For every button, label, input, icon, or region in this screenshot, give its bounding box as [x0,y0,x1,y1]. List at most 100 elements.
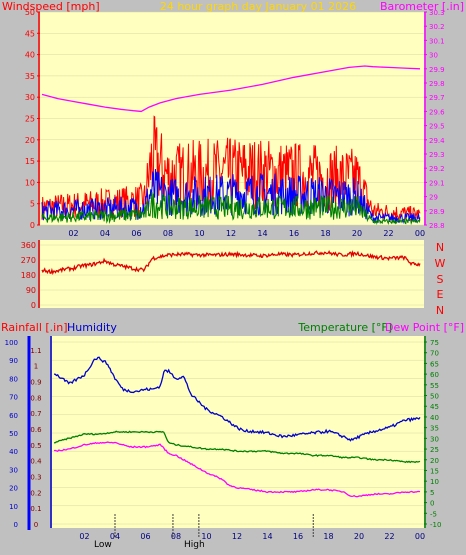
rain-tick-label: 0.4 [30,458,42,466]
temp-time-tick-label: 04 [110,532,120,541]
temp-time-tick-label: 08 [171,532,181,541]
barometer-line [41,65,421,113]
wind-time-tick-label: 14 [257,229,267,238]
temp-time-tick-label: 12 [232,532,242,541]
rain-tick-label: 0.3 [30,474,41,482]
temp-tick-label: 10 [430,478,439,486]
temp-tick-label: 5 [430,489,434,497]
temperature-line [53,430,421,464]
wind-tick-label: 40 [25,51,35,60]
wind-axis-title: Windspeed [mph] [2,0,100,13]
wind-time-tick-label: 16 [289,229,299,238]
temp-tick-label: 55 [430,382,439,390]
temp-tick-label: -10 [430,521,441,529]
temp-time-tick-label: 00 [415,532,425,541]
direction-plot-area [40,240,424,308]
temp-tick-label: 20 [430,457,439,465]
barometer-tick-label: 30.2 [429,23,445,31]
wind-low-line [41,191,421,226]
humidity-tick-label: 80 [9,375,18,383]
compass-n-top: N [436,241,444,254]
humidity-tick-label: 90 [9,357,18,365]
temp-time-tick-label: 10 [201,532,211,541]
dewpoint-line [53,441,421,498]
wind-tick-label: 0 [30,221,35,230]
temp-tick-label: 25 [430,446,439,454]
temp-time-tick-label: 22 [384,532,394,541]
compass-e: E [437,288,444,301]
compass-w: W [435,257,446,270]
temp-time-tick-label: 20 [354,532,364,541]
high-marker-label: High [184,540,205,550]
temp-time-tick-label: 02 [79,532,89,541]
wind-tick-label: 20 [25,136,35,145]
barometer-tick-label: 29.9 [429,66,445,74]
barometer-tick-label: 29.5 [429,123,445,131]
wind-time-tick-label: 12 [226,229,236,238]
humidity-tick-label: 30 [9,466,18,474]
barometer-tick-label: 28.8 [429,222,445,230]
compass-s: S [437,273,444,286]
rain-tick-label: 0.2 [30,489,41,497]
rainfall-axis-title: Rainfall [.in] [1,321,68,334]
temp-tick-label: 75 [430,339,439,347]
barometer-axis-title: Barometer [.in] [380,0,464,13]
temp-humidity-series [53,356,421,498]
rain-tick-label: 0.7 [30,410,41,418]
temp-tick-label: 65 [430,360,439,368]
wind-tick-label: 15 [25,157,35,166]
temp-tick-label: 15 [430,467,439,475]
barometer-tick-label: 30.3 [429,9,445,17]
temp-time-tick-label: 16 [293,532,303,541]
temperature-axis-title: Temperature [°F] [297,321,392,334]
wind-time-tick-label: 08 [163,229,173,238]
temp-time-markers [114,514,314,538]
temp-tick-label: 40 [430,414,439,422]
temp-tick-label: 35 [430,425,439,433]
wind-time-ticks: 02 04 06 08 10 12 14 16 18 20 22 00 [68,229,425,238]
wind-time-tick-label: 10 [194,229,204,238]
humidity-line [53,356,421,442]
barometer-tick-label: 29.2 [429,165,445,173]
direction-tick-label: 270 [21,256,36,265]
rain-tick-label: 1 [34,363,38,371]
wind-time-tick-label: 22 [383,229,393,238]
humidity-tick-label: 0 [14,521,18,529]
wind-tick-label: 50 [25,8,35,17]
humidity-tick-label: 60 [9,412,18,420]
wind-tick-label: 45 [25,29,35,38]
rain-axis-ticks: 0 0.1 0.2 0.3 0.4 0.5 0.6 0.7 0.8 0.9 1 1.1 [27,336,42,530]
compass-n-bottom: N [436,304,444,317]
wind-tick-label: 25 [25,115,35,124]
humidity-tick-label: 100 [5,339,18,347]
humidity-tick-label: 40 [9,448,18,456]
rain-tick-label: 1.1 [30,347,41,355]
wind-direction-line [41,249,421,276]
dewpoint-axis-title: Dew Point [°F] [385,321,464,334]
rain-tick-label: 0.8 [30,394,41,402]
temp-tick-label: 0 [430,500,434,508]
direction-axis-ticks: 0 90 180 270 360 [21,240,40,310]
humidity-tick-label: 70 [9,394,18,402]
barometer-tick-label: 29.3 [429,151,445,159]
temp-tick-label: 50 [430,393,439,401]
wind-direction-series [41,249,421,276]
wind-time-tick-label: 04 [100,229,110,238]
barometer-tick-label: 29.8 [429,80,445,88]
graph-date-title: 24 hour graph day January 01 2026 [160,0,356,13]
wind-tick-label: 30 [25,93,35,102]
barometer-tick-label: 29.6 [429,108,445,116]
wind-tick-label: 35 [25,72,35,81]
barometer-axis-ticks: 28.8 28.9 29 29.1 29.2 29.3 29.4 29.5 29.6 29.7 29… [424,9,445,230]
temp-time-tick-label: 14 [262,532,272,541]
temp-axis-ticks: -10 -5 0 5 10 15 20 25 30 35 40 45 50 55 60 65 70 75 [424,336,441,529]
wind-tick-label: 10 [25,178,35,187]
wind-tick-label: 5 [30,200,35,209]
humidity-tick-label: 50 [9,430,18,438]
barometer-series [41,65,421,113]
barometer-tick-label: 30 [429,52,438,60]
wind-time-tick-label: 06 [131,229,141,238]
rain-tick-label: 0.1 [30,505,41,513]
